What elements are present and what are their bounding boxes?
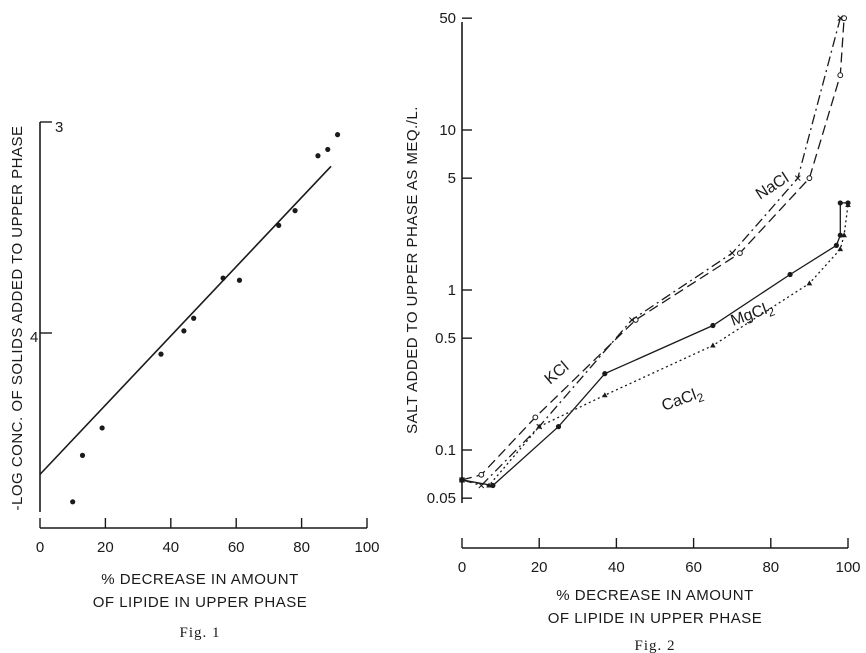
fig2-nacl-point-6 <box>837 72 844 79</box>
fig2-y-tick-label-1: 0.1 <box>435 442 456 459</box>
fig2-series-line-kcl <box>461 18 841 487</box>
fig2-mgcl2-point-4 <box>710 322 716 329</box>
fig2-mgcl2-point-5 <box>787 271 793 278</box>
fig2-mgcl2-point-3 <box>602 371 608 377</box>
fig2-series-line-nacl <box>461 18 845 481</box>
fig2-x-ticks: 0 20 40 60 80 100 <box>458 538 861 576</box>
fig2-y-tick-label-4: 5 <box>448 170 456 187</box>
fig2-cacl2-point-4 <box>710 342 716 348</box>
fig2-nacl-point-2 <box>532 414 539 421</box>
fig2-kcl-point-5 <box>794 175 801 182</box>
fig2-cacl2-point-8 <box>845 201 851 207</box>
fig2-series <box>459 15 851 489</box>
fig1-point-0 <box>70 499 76 505</box>
fig2-mgcl2-point-6 <box>833 242 840 248</box>
fig1-point-12 <box>334 132 341 138</box>
fig2-mgcl2-point-1 <box>490 482 496 489</box>
fig2-nacl-point-1 <box>478 471 485 478</box>
fig2-x-tick-label-20: 20 <box>531 559 548 576</box>
fig2-x-axis-title-line1: % DECREASE IN AMOUNT <box>556 587 754 604</box>
fig1-x-tick-label-20: 20 <box>97 539 114 556</box>
fig1-x-axis-title-line2: OF LIPIDE IN UPPER PHASE <box>93 594 308 611</box>
fig2-mgcl2-point-7 <box>837 232 843 238</box>
fig2-cacl2-point-7 <box>841 232 847 238</box>
fig2-cacl2-point-0 <box>459 476 465 482</box>
fig1-point-5 <box>191 315 197 321</box>
fig2-y-tick-label-2: 0.5 <box>435 330 456 347</box>
fig1-x-tick-label-80: 80 <box>293 539 310 556</box>
fig1-x-tick-label-40: 40 <box>162 539 179 556</box>
fig2-y-tick-label-5: 10 <box>439 122 456 139</box>
fig2-kcl-point-6 <box>837 15 844 22</box>
fig2-nacl-point-7 <box>841 15 848 22</box>
fig2-caption: Fig. 2 <box>634 638 675 653</box>
fig2-nacl-point-5 <box>806 175 813 182</box>
fig1-point-8 <box>276 222 282 228</box>
fig2: 0.05 0.1 0.5 1 5 10 50 SALT ADDED TO UPPER PHA… <box>404 10 861 653</box>
fig1-y-axis-title: -LOG CONC. OF SOLIDS ADDED TO UPPER PHAS… <box>9 125 26 510</box>
fig2-cacl2-point-6 <box>837 246 844 252</box>
fig2-kcl-point-3 <box>628 317 635 323</box>
fig1: 3 4 -LOG CONC. OF SOLIDS ADDED TO UPPER … <box>9 119 380 641</box>
fig2-x-tick-label-40: 40 <box>608 559 625 576</box>
fig2-cacl2-point-3 <box>602 392 608 398</box>
fig1-point-4 <box>181 328 187 334</box>
series-label-mgcl2: MgCl2 <box>729 299 778 333</box>
fig2-x-axis-title-line2: OF LIPIDE IN UPPER PHASE <box>548 610 763 627</box>
fig1-point-1 <box>79 452 86 458</box>
fig2-nacl-point-4 <box>737 250 743 257</box>
series-label-cacl2: CaCl2 <box>660 384 707 417</box>
fig1-point-3 <box>158 351 164 357</box>
fig1-points <box>70 132 341 505</box>
fig2-y-tick-label-6: 50 <box>439 10 456 27</box>
fig2-mgcl2-point-8 <box>837 200 843 206</box>
fig2-cacl2-point-2 <box>536 423 542 429</box>
fig2-x-tick-label-80: 80 <box>762 559 779 576</box>
fig1-y-tick-label-3: 3 <box>55 119 63 136</box>
fig2-series-line-mgcl2 <box>461 202 848 487</box>
fig2-x-tick-label-0: 0 <box>458 559 466 576</box>
fig1-x-tick-label-0: 0 <box>36 539 44 556</box>
fig1-point-6 <box>220 275 226 281</box>
fig1-caption: Fig. 1 <box>179 625 220 641</box>
fig1-point-10 <box>315 153 321 159</box>
fig1-point-2 <box>99 425 105 431</box>
fig1-y-tick-label-4: 4 <box>30 329 38 346</box>
fig2-cacl2-point-5 <box>806 280 813 286</box>
fig2-y-tick-label-0: 0.05 <box>427 490 456 507</box>
fig2-series-line-cacl2 <box>461 204 849 487</box>
series-label-nacl: NaCl <box>753 170 792 204</box>
fig2-y-tick-label-3: 1 <box>448 282 456 299</box>
fig1-point-7 <box>236 277 243 283</box>
fig1-x-tick-label-100: 100 <box>354 539 379 556</box>
fig1-point-9 <box>292 208 298 214</box>
fig1-x-tick-label-60: 60 <box>228 539 245 556</box>
fig2-y-ticks: 0.05 0.1 0.5 1 5 10 50 <box>427 10 472 507</box>
series-label-kcl: KCl <box>542 358 573 388</box>
fig1-fit-line <box>39 165 332 475</box>
fig2-mgcl2-point-2 <box>555 424 562 430</box>
fig2-kcl-point-4 <box>729 250 736 256</box>
fig1-x-axis-title-line1: % DECREASE IN AMOUNT <box>101 571 299 588</box>
fig2-x-tick-label-60: 60 <box>685 559 702 576</box>
fig2-cacl2-point-1 <box>486 482 492 488</box>
fig1-point-11 <box>325 146 331 153</box>
fig2-x-tick-label-100: 100 <box>835 559 860 576</box>
fig1-x-ticks: 0 20 40 60 80 100 <box>36 518 380 556</box>
fig2-y-axis-title: SALT ADDED TO UPPER PHASE AS MEQ./L. <box>404 106 421 434</box>
